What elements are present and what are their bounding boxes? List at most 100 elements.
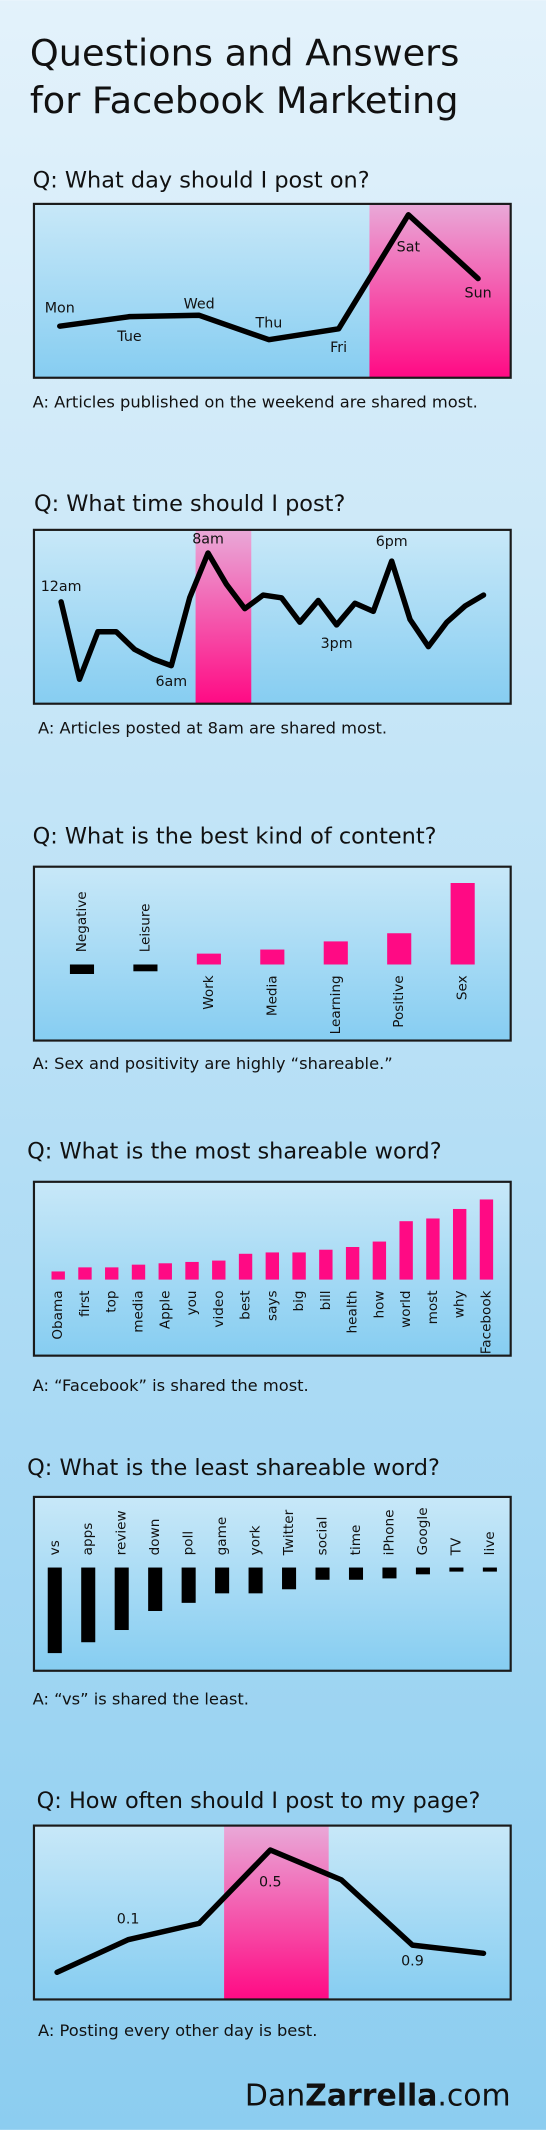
chart-frame [32, 1495, 512, 1672]
bar-label: iPhone [381, 1509, 397, 1555]
bar [148, 1567, 163, 1611]
bar-label: Positive [391, 975, 407, 1027]
chart-frame [32, 1180, 512, 1357]
bar [387, 933, 412, 965]
answer: A: Posting every other day is best. [38, 2021, 317, 2040]
bar [372, 1241, 387, 1280]
answer: A: “Facebook” is shared the most. [33, 1376, 309, 1395]
bar-label: down [147, 1519, 163, 1556]
bar-label: top [104, 1290, 120, 1312]
bar-label: health [345, 1290, 361, 1333]
chart-frame [32, 528, 512, 705]
bar [196, 953, 221, 965]
chart-frame [32, 202, 512, 379]
bar-label: Media [264, 975, 280, 1016]
footer: DanZarrella.com [245, 2078, 511, 2113]
bar [248, 1567, 263, 1594]
title-line: for Facebook Marketing [30, 79, 459, 122]
data-line [57, 212, 481, 343]
bar-label: best [238, 1290, 254, 1319]
point-label: Wed [184, 296, 215, 312]
bar-label: game [214, 1517, 230, 1556]
data-line [58, 550, 487, 682]
bar-label: Sex [455, 975, 471, 1000]
bar [47, 1567, 62, 1654]
footer-part: Zarrella [305, 2078, 437, 2113]
point-label: Thu [255, 315, 283, 331]
bar [51, 1271, 65, 1280]
bar-label: Negative [74, 891, 90, 952]
question: Q: How often should I post to my page? [37, 1788, 481, 1814]
bar-label: says [264, 1290, 280, 1321]
answer: A: Articles published on the weekend are… [33, 393, 478, 412]
bar [319, 1249, 333, 1280]
bar [131, 1264, 146, 1280]
point-label: Sat [397, 239, 421, 255]
bar-label: york [248, 1525, 264, 1555]
point-label: 3pm [321, 636, 353, 652]
bar [450, 883, 475, 965]
point-label: 8am [192, 531, 224, 547]
bar [215, 1567, 230, 1594]
question: Q: What is the most shareable word? [27, 1139, 441, 1165]
bar [181, 1567, 196, 1603]
point-label: 0.1 [117, 1911, 140, 1927]
bar-label: why [452, 1290, 468, 1318]
question: Q: What day should I post on? [33, 168, 370, 194]
chart-frame [32, 865, 512, 1042]
bar [323, 941, 348, 965]
point-label: 0.9 [401, 1953, 424, 1969]
bar-label: vs [47, 1540, 63, 1555]
bar [482, 1567, 497, 1572]
bar-label: Twitter [281, 1509, 297, 1556]
bar-label: media [130, 1290, 146, 1332]
bar [282, 1567, 297, 1590]
bar-label: live [482, 1531, 498, 1555]
point-label: 0.5 [259, 1875, 282, 1891]
highlight-band [369, 203, 511, 378]
chart-box [33, 1496, 511, 1671]
bar-label: Facebook [478, 1290, 494, 1354]
bar-label: poll [181, 1531, 197, 1555]
bar-label: how [371, 1290, 387, 1318]
bar-label: big [291, 1290, 307, 1311]
bar-label: Google [415, 1507, 431, 1555]
title-line: Questions and Answers [30, 31, 459, 74]
bar-label: video [211, 1290, 227, 1327]
bar [426, 1218, 440, 1280]
bar [265, 1252, 280, 1280]
point-label: Mon [45, 300, 75, 316]
bar [315, 1567, 330, 1580]
bar [399, 1221, 413, 1280]
bar-label: social [315, 1517, 331, 1556]
footer-part: .com [437, 2078, 510, 2113]
bar-label: Leisure [137, 903, 153, 952]
chart-frame [32, 1824, 512, 2001]
point-label: Sun [465, 286, 492, 302]
bar [185, 1261, 199, 1280]
footer-part: Dan [245, 2078, 305, 2113]
bar-label: review [114, 1510, 130, 1555]
bar [212, 1260, 226, 1280]
answer: A: Sex and positivity are highly “sharea… [33, 1054, 393, 1073]
bar [345, 1247, 360, 1280]
point-label: Fri [330, 340, 347, 356]
chart-box [33, 529, 511, 704]
bar [133, 964, 158, 972]
bar-label: time [348, 1525, 364, 1556]
bar [78, 1267, 92, 1280]
bar [105, 1267, 119, 1280]
bar [479, 1199, 494, 1280]
bar [292, 1252, 306, 1280]
answer: A: Articles posted at 8am are shared mos… [38, 719, 387, 738]
point-label: 6pm [376, 534, 408, 550]
bar-label: Obama [50, 1290, 66, 1339]
bar-label: first [77, 1290, 93, 1317]
bar [382, 1567, 397, 1579]
bar [260, 949, 285, 965]
point-label: 12am [41, 579, 82, 595]
bar [158, 1263, 172, 1280]
bar-label: Apple [157, 1290, 173, 1329]
